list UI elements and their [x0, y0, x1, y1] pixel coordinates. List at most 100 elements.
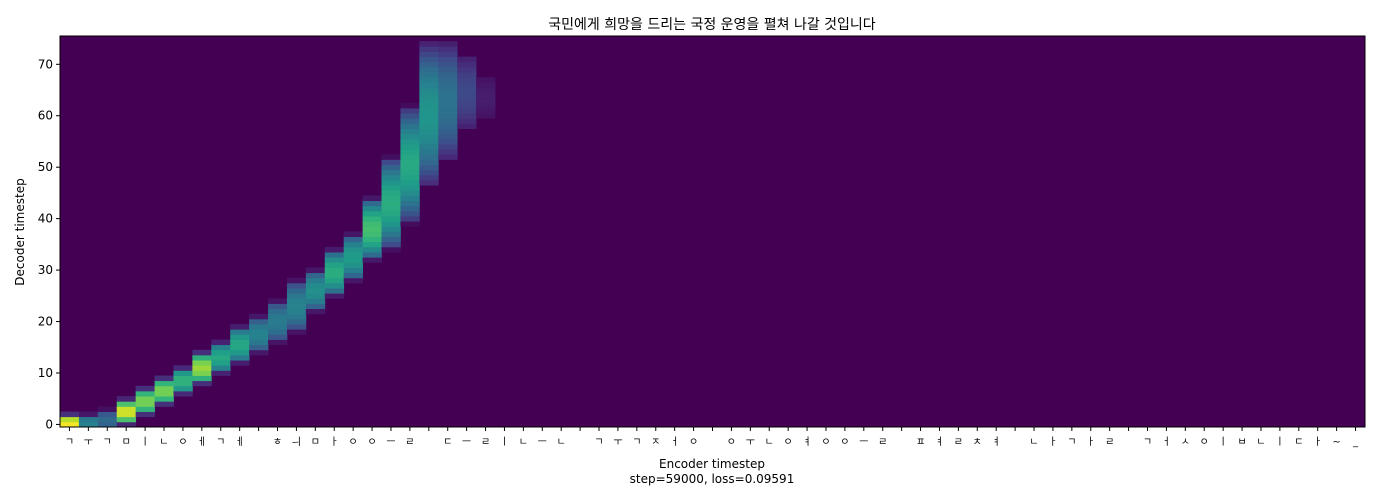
- heatmap-cell: [419, 102, 439, 109]
- x-tick-label: ㅇ: [840, 437, 849, 448]
- heatmap-cell: [438, 72, 458, 78]
- heatmap-cell: [230, 339, 250, 346]
- y-tick-label: 20: [38, 315, 53, 329]
- x-tick-label: ㄱ: [632, 437, 641, 448]
- x-tick-label: ㅜ: [84, 437, 93, 448]
- x-tick-label: ㅣ: [141, 437, 150, 448]
- heatmap-cell: [78, 421, 99, 428]
- heatmap-cell: [400, 169, 420, 176]
- heatmap-cell: [249, 329, 269, 335]
- heatmap-cell: [305, 308, 326, 315]
- heatmap-cell: [286, 277, 307, 284]
- x-tick-label: ㅔ: [197, 436, 206, 448]
- heatmap-cell: [381, 241, 401, 248]
- x-tick-label: ㄴ: [1256, 437, 1265, 448]
- heatmap-cell: [154, 380, 174, 387]
- heatmap-cell: [268, 339, 288, 346]
- heatmap-cell: [362, 216, 382, 222]
- heatmap-cell: [438, 66, 458, 73]
- heatmap-cell: [362, 210, 382, 217]
- heatmap-cell: [211, 339, 231, 346]
- heatmap-cell: [343, 267, 364, 274]
- heatmap-cell: [230, 344, 250, 351]
- heatmap-cell: [419, 51, 439, 57]
- heatmap-cell: [230, 349, 250, 356]
- heatmap-cell: [400, 118, 420, 124]
- heatmap-cell: [324, 267, 345, 274]
- x-tick-label: ㄷ: [1294, 437, 1303, 448]
- heatmap-cell: [419, 154, 439, 160]
- heatmap-cell: [268, 303, 288, 310]
- heatmap-cell: [173, 375, 193, 382]
- x-tick-label: ㄷ: [443, 437, 452, 448]
- heatmap-cell: [381, 221, 401, 227]
- heatmap-cell: [438, 82, 458, 88]
- heatmap-cell: [381, 246, 401, 253]
- heatmap-cell: [476, 108, 496, 114]
- heatmap-cell: [154, 396, 174, 402]
- heatmap-cell: [116, 401, 137, 407]
- y-tick-label: 40: [38, 212, 53, 226]
- heatmap-cell: [343, 241, 364, 248]
- heatmap-cell: [438, 87, 458, 93]
- heatmap-cell: [400, 190, 420, 196]
- heatmap-cells: [60, 41, 496, 428]
- heatmap-cell: [400, 154, 420, 160]
- heatmap-cell: [173, 385, 193, 392]
- x-tick-label: ㅇ: [367, 437, 376, 448]
- x-tick-label: ㅓ: [1162, 436, 1171, 448]
- heatmap-cell: [154, 390, 174, 397]
- x-tick-label: ㄹ: [405, 437, 414, 448]
- heatmap-cell: [476, 82, 496, 88]
- x-axis-ticks: ㄱㅜㄱㅁㅣㄴㅇㅔㄱㅔ ㅎㅢㅁㅏㅇㅇㅡㄹ ㄷㅡㄹㅣㄴㅡㄴ ㄱㅜㄱㅈㅓㅇ ㅇㅜㄴㅇㅕ…: [65, 427, 1359, 448]
- x-tick-label: ㅇ: [1200, 437, 1209, 448]
- heatmap-cell: [60, 421, 80, 428]
- heatmap-cell: [419, 46, 439, 52]
- heatmap-cell: [381, 164, 401, 171]
- x-tick-label: ㄱ: [216, 437, 225, 448]
- heatmap-cell: [324, 277, 345, 284]
- heatmap-cell: [476, 97, 496, 104]
- heatmap-cell: [419, 66, 439, 73]
- x-tick-label: ㅔ: [235, 436, 244, 448]
- x-tick-label: ㅡ: [859, 437, 868, 448]
- x-tick-label: ㄴ: [159, 437, 168, 448]
- x-tick-label: ㅁ: [122, 437, 131, 448]
- heatmap-cell: [457, 102, 477, 109]
- x-tick-label: ㅏ: [1313, 436, 1322, 448]
- x-tick-label: ㅕ: [802, 436, 811, 448]
- heatmap-cell: [154, 375, 174, 382]
- x-tick-label: ㅇ: [689, 437, 698, 448]
- heatmap-cell: [400, 138, 420, 145]
- heatmap-cell: [438, 154, 458, 160]
- x-tick-label: ㄴ: [1029, 437, 1038, 448]
- heatmap-cell: [324, 272, 345, 279]
- heatmap-cell: [476, 87, 496, 93]
- x-tick-label: ㅎ: [273, 437, 282, 448]
- heatmap-cell: [154, 401, 174, 407]
- x-tick-label: ㅍ: [916, 437, 925, 448]
- heatmap-cell: [362, 241, 382, 248]
- heatmap-cell: [192, 349, 212, 356]
- heatmap-cell: [173, 370, 193, 376]
- x-tick-label: ㄴ: [557, 437, 566, 448]
- heatmap-cell: [305, 267, 326, 274]
- heatmap-cell: [457, 72, 477, 78]
- heatmap-cell: [362, 252, 382, 258]
- heatmap-cell: [286, 313, 307, 320]
- x-tick-label: ㄹ: [481, 437, 490, 448]
- x-tick-label: ㄱ: [103, 437, 112, 448]
- heatmap-cell: [381, 216, 401, 222]
- heatmap-cell: [362, 205, 382, 212]
- heatmap-cell: [438, 118, 458, 124]
- x-axis-sublabel: step=59000, loss=0.09591: [630, 472, 795, 486]
- heatmap-cell: [381, 180, 401, 186]
- heatmap-cell: [305, 277, 326, 284]
- y-tick-label: 70: [38, 57, 53, 71]
- heatmap-cell: [419, 149, 439, 155]
- heatmap-cell: [135, 411, 155, 418]
- heatmap-cell: [362, 195, 382, 202]
- heatmap-cell: [457, 113, 477, 119]
- heatmap-cell: [116, 406, 137, 412]
